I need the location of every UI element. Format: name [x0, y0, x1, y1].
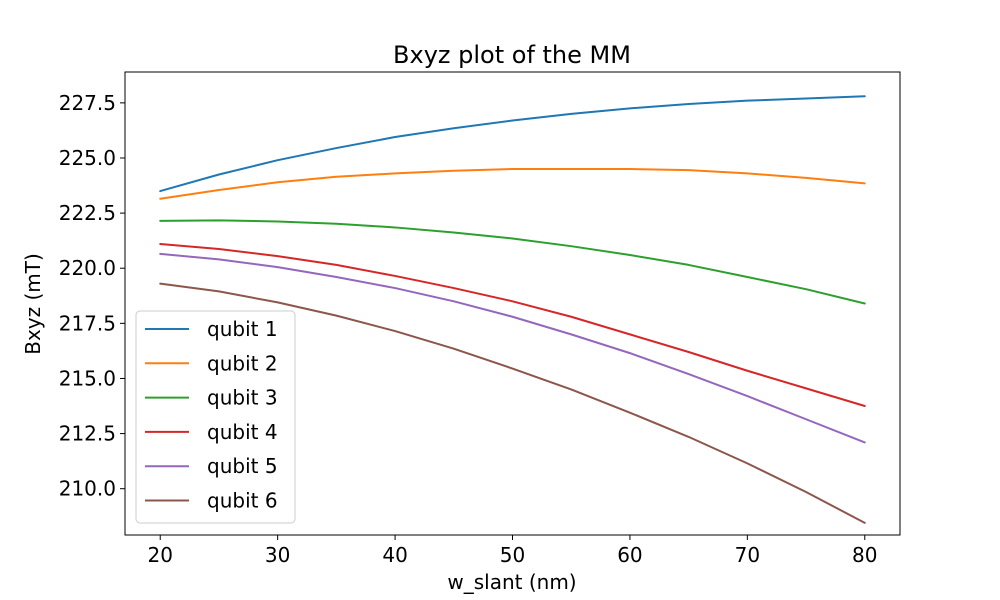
axis-ticks: 20 30 40 50 60 70 80 210.0 212.5 215.0 217.5 220.0 2… [59, 91, 878, 567]
legend-label: qubit 6 [207, 489, 278, 513]
legend-label: qubit 3 [207, 386, 278, 410]
chart-title: Bxyz plot of the MM [393, 41, 631, 69]
y-tick-label: 212.5 [59, 422, 116, 446]
x-tick-label: 20 [148, 543, 173, 567]
y-tick-label: 210.0 [59, 477, 116, 501]
legend-label: qubit 4 [207, 420, 278, 444]
y-tick-label: 220.0 [59, 256, 116, 280]
y-axis-label: Bxyz (mT) [21, 253, 45, 355]
x-tick-label: 30 [265, 543, 290, 567]
series-line-qubit-6 [159, 282, 866, 524]
series-line-qubit-5 [159, 252, 866, 444]
series-line-qubit-2 [159, 168, 866, 200]
legend: qubit 1 qubit 2 qubit 3 qubit 4 qubit 5 qubit… [135, 310, 296, 524]
plot-area [159, 95, 866, 524]
x-tick-label: 70 [735, 543, 760, 567]
x-tick-label: 50 [500, 543, 525, 567]
series-line-qubit-1 [159, 95, 866, 193]
series-line-qubit-3 [159, 219, 866, 305]
legend-label: qubit 1 [207, 317, 278, 341]
y-tick-label: 215.0 [59, 366, 116, 390]
x-tick-label: 40 [382, 543, 407, 567]
x-axis-label: w_slant (nm) [447, 570, 576, 594]
legend-label: qubit 5 [207, 454, 278, 478]
y-tick-label: 225.0 [59, 146, 116, 170]
y-tick-label: 222.5 [59, 201, 116, 225]
legend-label: qubit 2 [207, 351, 278, 375]
y-tick-label: 227.5 [59, 91, 116, 115]
series-line-qubit-4 [159, 242, 866, 408]
x-tick-label: 60 [617, 543, 642, 567]
y-tick-label: 217.5 [59, 311, 116, 335]
x-tick-label: 80 [852, 543, 877, 567]
